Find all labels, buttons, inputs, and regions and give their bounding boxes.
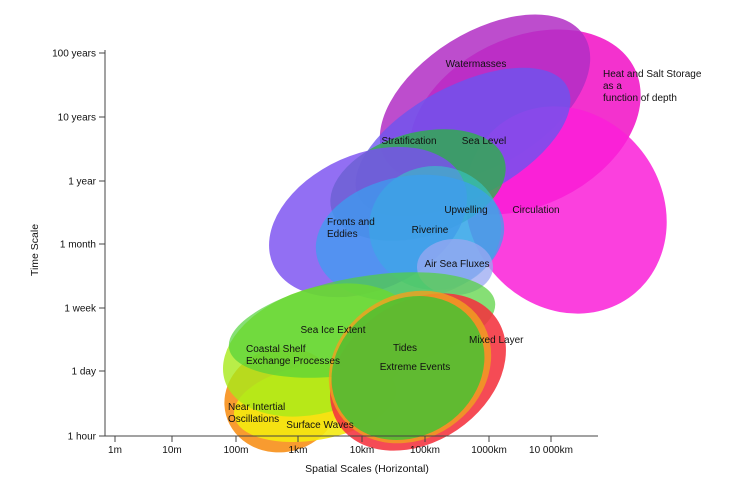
region-label-line: Eddies	[327, 229, 358, 240]
y-tick-label: 1 hour	[68, 432, 97, 443]
region-label-line: Coastal Shelf	[246, 344, 306, 355]
region-label-upwelling: Upwelling	[444, 205, 487, 216]
region-label-line: Stratification	[381, 136, 436, 147]
x-ticks: 1m 10m 100m 1km 10km 100km 1000km 10 000km	[108, 436, 573, 456]
region-label-fronts-and-eddies: Fronts and Eddies	[327, 217, 375, 240]
region-label-mixed-layer: Mixed Layer	[469, 335, 524, 346]
y-tick-label: 10 years	[58, 113, 96, 124]
x-tick-label: 10m	[162, 445, 181, 456]
x-tick-label: 100km	[410, 445, 440, 456]
y-tick-label: 100 years	[52, 49, 96, 60]
region-label-line: Upwelling	[444, 205, 487, 216]
region-label-line: Surface Waves	[286, 420, 353, 431]
region-label-watermasses: Watermasses	[446, 59, 507, 70]
region-label-line: function of depth	[603, 93, 677, 104]
region-label-line: Air Sea Fluxes	[424, 259, 489, 270]
x-axis-title: Spatial Scales (Horizontal)	[305, 463, 429, 475]
region-label-line: as a	[603, 81, 622, 92]
x-tick-label: 10km	[350, 445, 374, 456]
region-label-circulation: Circulation	[512, 205, 559, 216]
x-tick-label: 1km	[289, 445, 308, 456]
y-tick-label: 1 week	[64, 304, 97, 315]
region-label-line: Riverine	[412, 225, 449, 236]
y-ticks: 1 hour 1 day 1 week 1 month 1 year 10 years 10…	[52, 49, 105, 443]
y-tick-label: 1 year	[68, 177, 96, 188]
y-tick-label: 1 day	[72, 367, 96, 378]
x-tick-label: 100m	[223, 445, 248, 456]
y-axis-title: Time Scale	[29, 224, 41, 276]
region-label-line: Near Intertial	[228, 402, 285, 413]
region-label-sea-level: Sea Level	[462, 136, 506, 147]
region-label-line: Oscillations	[228, 414, 279, 425]
region-ellipse-extreme-events	[331, 296, 485, 440]
region-label-coastal-shelf-exchange-processes: Coastal Shelf Exchange Processes	[246, 344, 340, 367]
region-label-line: Exchange Processes	[246, 356, 340, 367]
region-label-line: Sea Ice Extent	[300, 325, 365, 336]
region-label-line: Tides	[393, 343, 417, 354]
region-label-near-intertial-oscillations: Near Intertial Oscillations	[228, 402, 285, 425]
region-label-surface-waves: Surface Waves	[286, 420, 353, 431]
region-label-line: Sea Level	[462, 136, 506, 147]
region-label-line: Mixed Layer	[469, 335, 524, 346]
region-label-line: Fronts and	[327, 217, 375, 228]
region-label-tides: Tides	[393, 343, 417, 354]
y-tick-label: 1 month	[60, 240, 96, 251]
x-tick-label: 1m	[108, 445, 122, 456]
region-label-heat-and-salt-storage-as-a-function-of-depth: Heat and Salt Storage as a function of dep…	[603, 69, 702, 104]
region-label-stratification: Stratification	[381, 136, 436, 147]
axes	[104, 50, 598, 437]
region-label-line: Heat and Salt Storage	[603, 69, 702, 80]
region-label-line: Circulation	[512, 205, 559, 216]
x-tick-label: 1000km	[471, 445, 507, 456]
region-labels: Heat and Salt Storage as a function of dep…	[228, 59, 702, 431]
region-label-sea-ice-extent: Sea Ice Extent	[300, 325, 365, 336]
region-label-riverine: Riverine	[412, 225, 449, 236]
region-ellipses	[222, 14, 667, 453]
region-label-air-sea-fluxes: Air Sea Fluxes	[424, 259, 489, 270]
region-label-extreme-events: Extreme Events	[380, 362, 451, 373]
region-label-line: Watermasses	[446, 59, 507, 70]
region-label-line: Extreme Events	[380, 362, 451, 373]
x-tick-label: 10 000km	[529, 445, 573, 456]
